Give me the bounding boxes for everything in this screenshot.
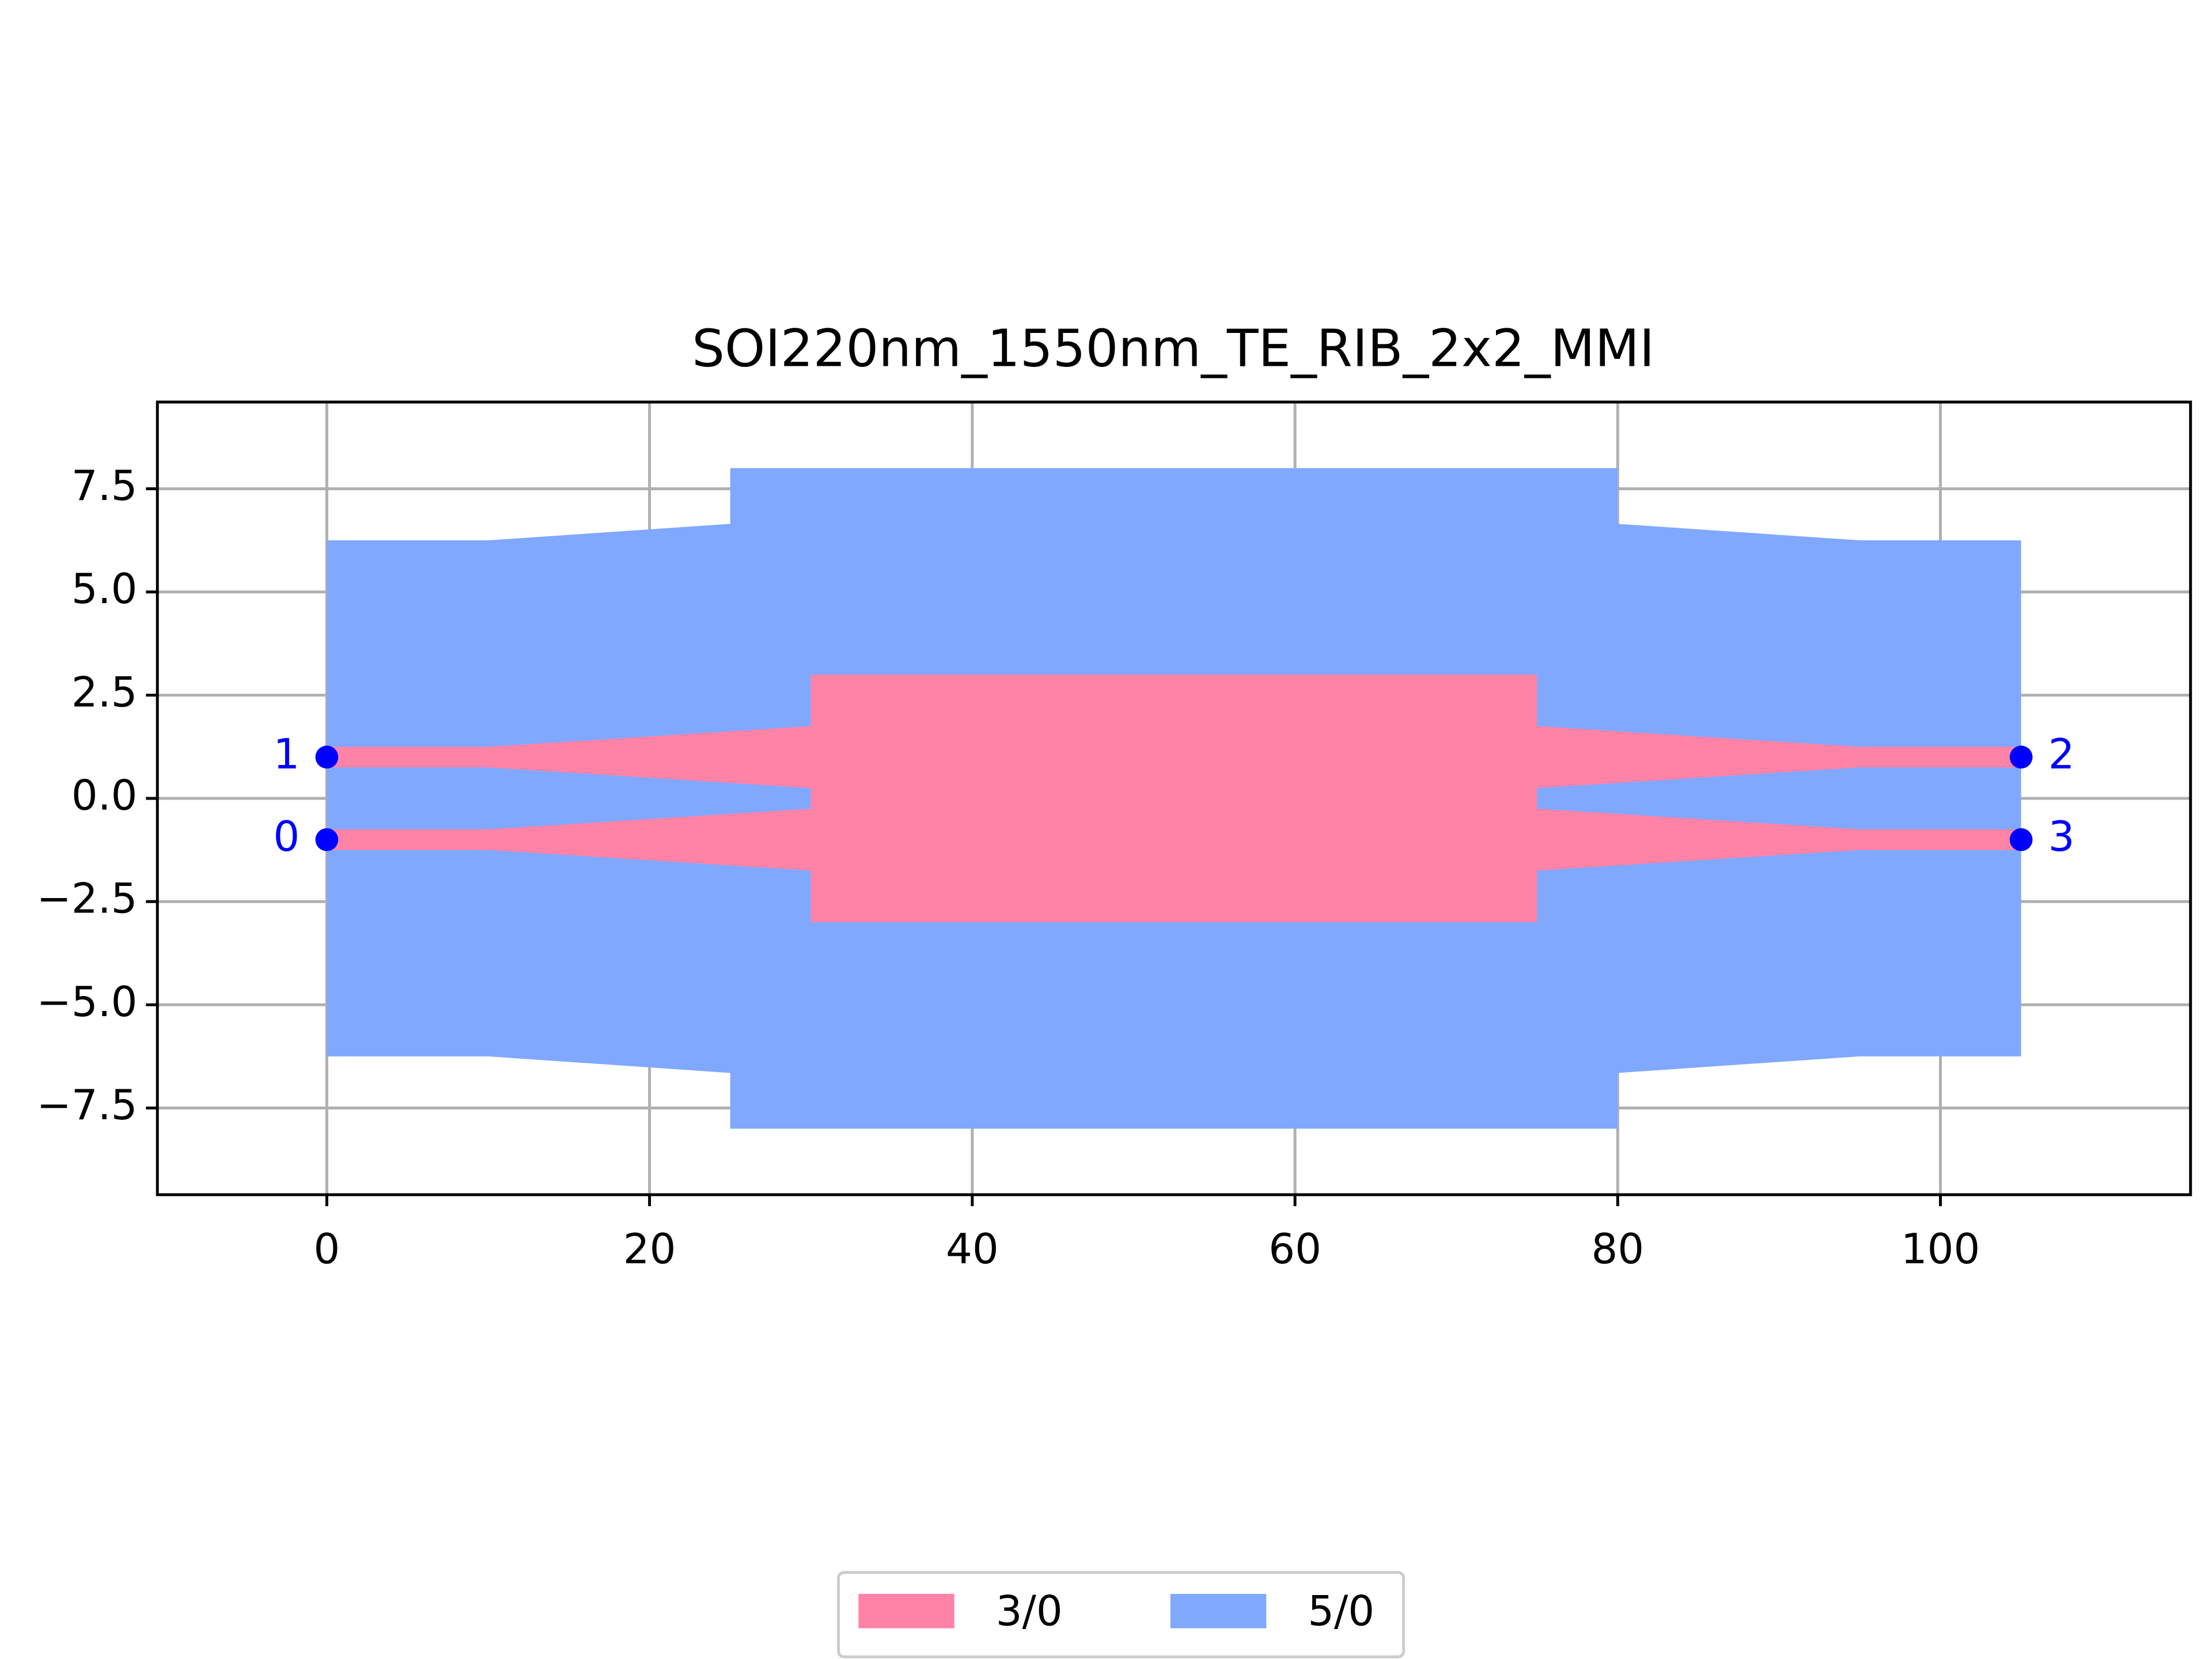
legend: 3/0 5/0 [858,1586,1374,1635]
legend-frame [837,1571,1406,1658]
port-marker [315,828,339,851]
layer-polygon [1537,726,2021,789]
x-tick-label: 40 [946,1225,999,1273]
legend-swatch [858,1593,955,1628]
y-tick-label: 5.0 [71,565,138,613]
x-tick-label: 100 [1901,1225,1980,1273]
x-tick-label: 80 [1591,1225,1644,1273]
layer-polygon [1537,808,2021,871]
port-marker [2009,745,2033,769]
x-tick-label: 0 [313,1225,340,1273]
port-label: 3 [2048,812,2075,861]
chart-title: SOI220nm_1550nm_TE_RIB_2x2_MMI [692,319,1654,378]
x-tick-label: 60 [1268,1225,1321,1273]
x-tick-label: 20 [623,1225,676,1273]
port-label: 0 [273,812,300,861]
y-tick-label: 2.5 [71,668,138,716]
legend-label: 5/0 [1308,1586,1374,1635]
legend-label: 3/0 [996,1586,1063,1635]
port-marker [315,745,339,769]
port-marker [2009,828,2033,851]
tick-labels: 0 20 40 60 80 100 −7.5 −5.0 −2.5 0.0 2.5 5.0 7.5 [37,461,1980,1273]
port-label: 1 [273,730,300,778]
layer-polygon [327,808,811,871]
port-label: 2 [2048,730,2075,778]
y-tick-label: 0.0 [71,771,138,820]
layer-polygon [327,726,811,789]
y-tick-label: 7.5 [71,461,138,510]
y-tick-label: −7.5 [37,1081,138,1129]
plot-marks: 0 1 2 3 [273,468,2075,1129]
y-tick-label: −5.0 [37,978,138,1026]
legend-swatch [1170,1593,1267,1628]
layer-polygon [810,674,1537,922]
y-tick-label: −2.5 [37,874,138,923]
